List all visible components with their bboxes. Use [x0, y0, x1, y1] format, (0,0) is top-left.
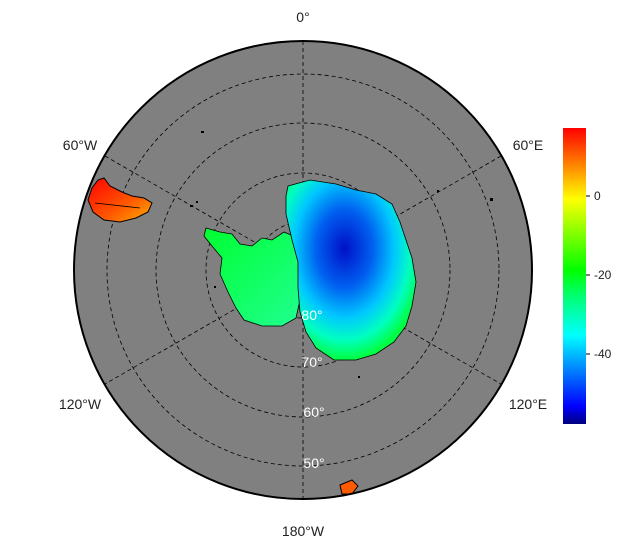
- latitude-label-50: 50°: [303, 455, 324, 471]
- latitude-label-80: 80°: [301, 307, 322, 323]
- colorbar-tick-minus40: -40: [594, 347, 612, 361]
- longitude-label-180w: 180°W: [282, 523, 325, 539]
- antarctic-peninsula: [203, 227, 301, 327]
- longitude-label-60w: 60°W: [63, 137, 98, 153]
- sub-antarctic-islands: [190, 131, 493, 378]
- longitude-label-60e: 60°E: [513, 137, 544, 153]
- longitude-label-120w: 120°W: [59, 396, 102, 412]
- east-antarctica: [285, 179, 417, 361]
- meridian-lines: [104, 41, 502, 499]
- colorbar-tick-0: 0: [594, 189, 601, 203]
- latitude-label-70: 70°: [301, 354, 322, 370]
- latitude-label-60: 60°: [303, 404, 324, 420]
- globe-outline: [73, 40, 533, 500]
- colorbar: [563, 128, 586, 424]
- south-america-landmass: [87, 177, 153, 223]
- longitude-label-120e: 120°E: [509, 396, 547, 412]
- longitude-label-0: 0°: [296, 9, 309, 25]
- colorbar-tick-minus20: -20: [594, 268, 612, 282]
- new-zealand-landmass: [339, 479, 359, 495]
